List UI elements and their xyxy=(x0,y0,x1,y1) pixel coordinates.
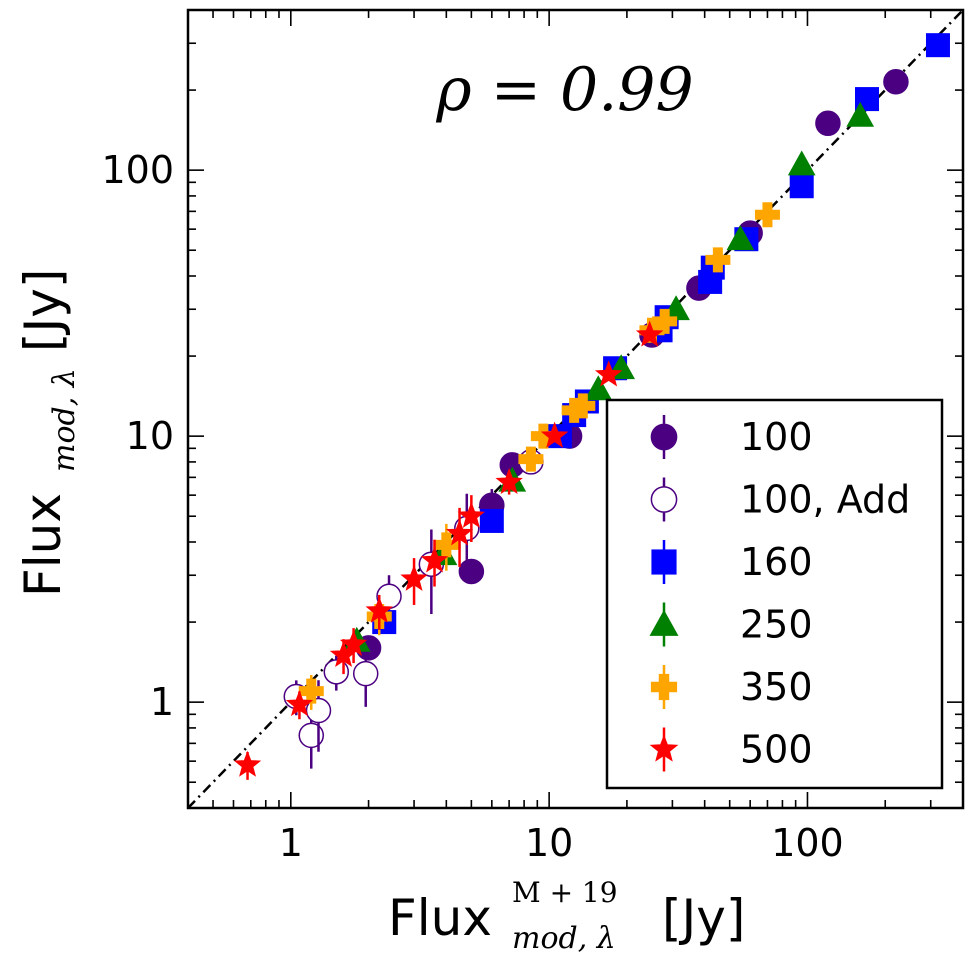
correlation-annotation: ρ = 0.99 xyxy=(435,55,693,125)
legend-item: 500 xyxy=(649,727,813,772)
data-point xyxy=(457,501,486,528)
data-point xyxy=(594,360,623,387)
data-point xyxy=(233,750,262,777)
legend-label: 160 xyxy=(740,540,813,584)
data-point xyxy=(420,546,449,573)
series-6 xyxy=(233,320,664,780)
data-point xyxy=(846,101,875,127)
data-point xyxy=(584,375,613,401)
data-point xyxy=(298,678,324,704)
legend-marker xyxy=(651,549,677,575)
legend-label: 500 xyxy=(740,728,813,772)
data-point xyxy=(705,247,731,273)
legend-marker xyxy=(650,423,678,451)
legend: 100 100, Add 160 250 350 500 xyxy=(605,398,944,790)
legend-item: 160 xyxy=(651,540,813,584)
series-2 xyxy=(283,449,544,769)
y-axis-title-unit: [Jy] xyxy=(14,269,72,352)
x-tick-label: 100 xyxy=(771,821,844,865)
data-point xyxy=(815,110,841,137)
data-point xyxy=(652,308,678,334)
data-point xyxy=(570,393,596,419)
y-axis-title: Flux mod, λ [Jy] xyxy=(14,269,82,597)
data-point xyxy=(339,629,368,656)
x-tick-label: 1 xyxy=(279,821,303,865)
y-tick-label: 10 xyxy=(126,414,174,458)
legend-label: 350 xyxy=(740,665,813,709)
plot-frame xyxy=(186,8,965,810)
y-axis-title-main: Flux xyxy=(14,493,72,597)
legend-item: 100 xyxy=(650,415,813,459)
legend-marker xyxy=(650,673,678,701)
x-axis-title-main: Flux xyxy=(388,889,492,947)
legend-label: 250 xyxy=(740,603,813,647)
legend-marker xyxy=(649,734,679,762)
y-axis-title-sub: mod, λ xyxy=(47,368,82,472)
data-point xyxy=(445,519,474,546)
tick-marks xyxy=(187,9,964,809)
legend-marker xyxy=(649,609,679,636)
data-point xyxy=(789,174,814,199)
data-point xyxy=(352,660,379,687)
x-tick-label: 10 xyxy=(525,821,573,865)
legend-item: 100, Add xyxy=(650,477,910,522)
data-point xyxy=(540,421,569,448)
data-point xyxy=(518,446,544,472)
data-point xyxy=(285,690,314,717)
data-point xyxy=(365,596,393,623)
legend-item: 350 xyxy=(650,665,813,709)
data-point xyxy=(495,467,523,495)
legend-item: 250 xyxy=(649,602,813,647)
legend-label: 100, Add xyxy=(740,478,910,522)
data-point xyxy=(925,33,950,58)
tick-labels: 1 10 100 1 10 100 xyxy=(101,148,843,865)
data-layer xyxy=(233,33,950,780)
legend-marker xyxy=(650,486,678,513)
data-point xyxy=(726,225,755,251)
data-point xyxy=(787,150,816,176)
legend-label: 100 xyxy=(740,415,813,459)
data-point xyxy=(754,202,780,228)
x-axis-title-sub: mod, λ xyxy=(512,921,616,956)
x-axis-title-unit: [Jy] xyxy=(662,889,745,947)
data-point xyxy=(883,68,909,95)
data-point xyxy=(635,320,664,347)
x-axis-title-sup: M + 19 xyxy=(512,876,618,909)
y-tick-label: 1 xyxy=(150,680,174,724)
y-tick-label: 100 xyxy=(101,148,174,192)
legend-box xyxy=(605,398,944,790)
data-point xyxy=(458,558,485,585)
data-point xyxy=(479,508,504,533)
data-point xyxy=(400,564,428,591)
x-axis-title: Flux M + 19 mod, λ [Jy] xyxy=(388,876,745,956)
